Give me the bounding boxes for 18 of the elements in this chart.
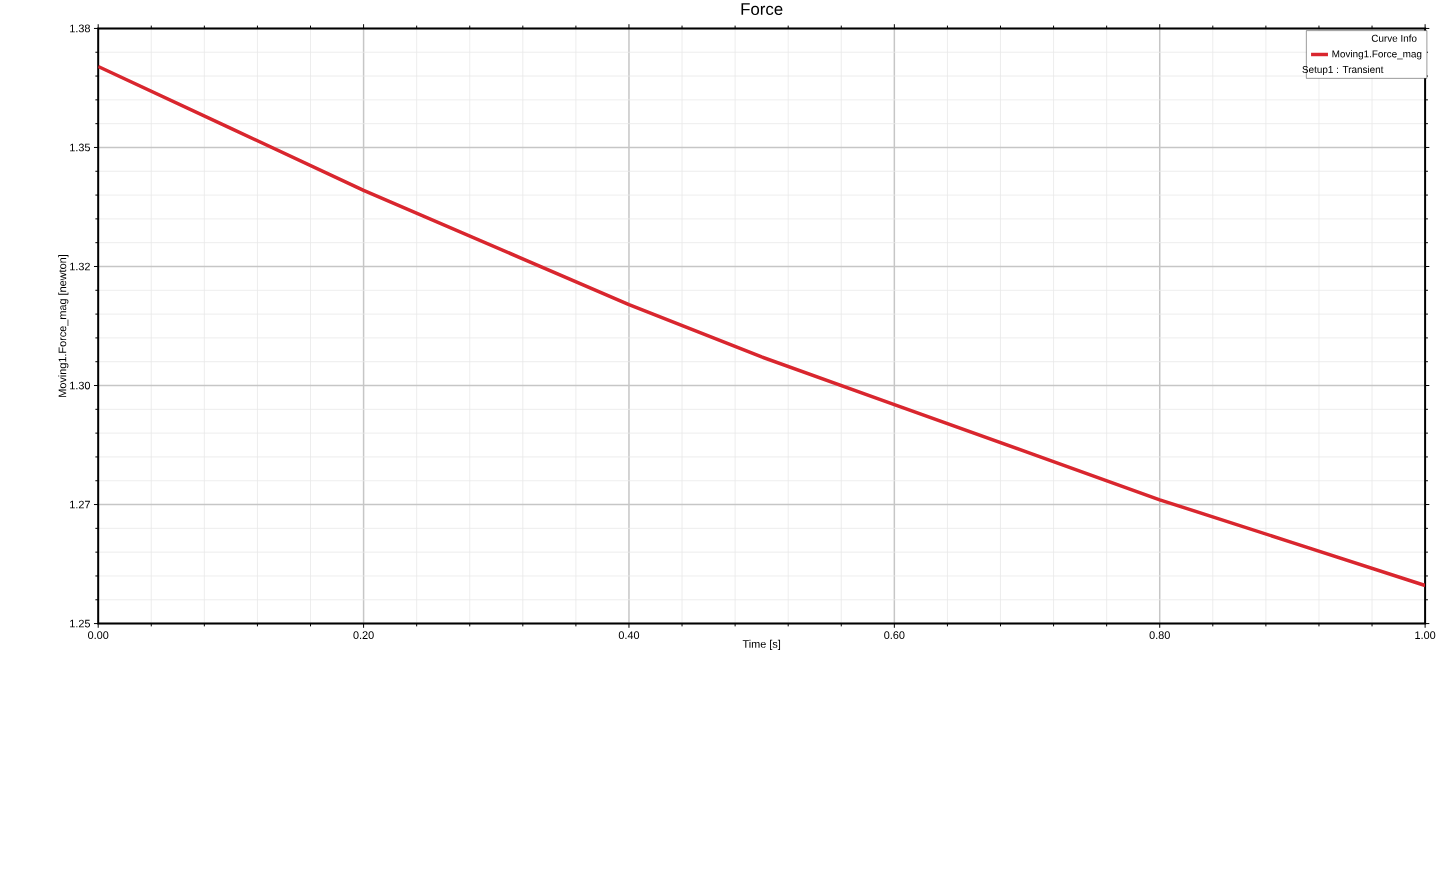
x-tick-label: 0.20 bbox=[353, 631, 374, 639]
y-tick-label: 1.27 bbox=[70, 500, 90, 509]
annotation: Setup1 : Transient bbox=[1302, 65, 1384, 75]
x-tick-label: 0.60 bbox=[884, 631, 905, 639]
legend-label: Moving1.Force_mag bbox=[1332, 50, 1422, 60]
x-tick-label: 0.40 bbox=[618, 631, 640, 639]
x-tick-label: 0.00 bbox=[88, 631, 109, 639]
y-tick-label: 1.30 bbox=[70, 381, 91, 390]
chart-title: Force bbox=[741, 3, 783, 15]
x-tick-label: 1.00 bbox=[1415, 631, 1436, 639]
x-axis-title: Time [s] bbox=[742, 639, 781, 650]
y-tick-label: 1.32 bbox=[70, 262, 90, 271]
y-tick-label: 1.38 bbox=[70, 24, 90, 33]
y-axis-title: Moving1.Force_mag [newton] bbox=[58, 254, 69, 397]
legend-title: Curve Info bbox=[1371, 34, 1417, 42]
x-tick-label: 0.80 bbox=[1149, 631, 1170, 639]
y-tick-label: 1.35 bbox=[70, 143, 91, 152]
y-tick-label: 1.25 bbox=[70, 619, 91, 628]
